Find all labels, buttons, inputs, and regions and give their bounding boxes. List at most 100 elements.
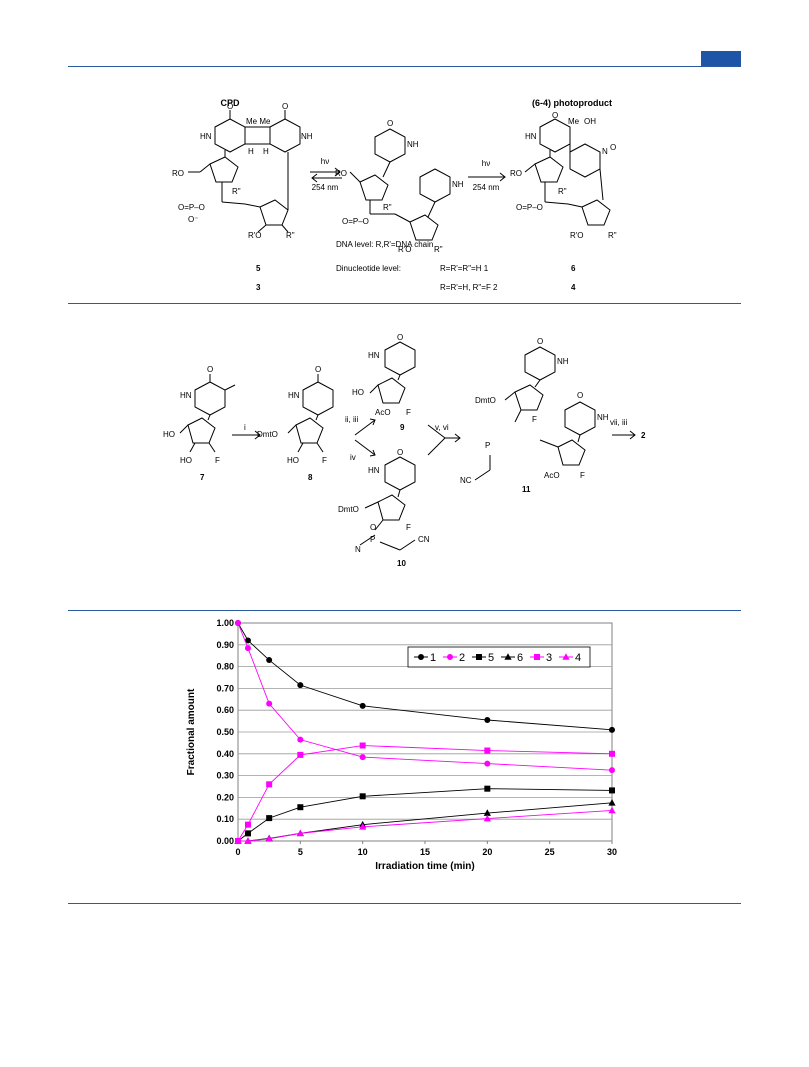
atom-hn: HN — [180, 391, 192, 400]
data-point — [484, 717, 491, 724]
y-axis-label: Fractional amount — [186, 688, 197, 775]
y-tick-label: 0.30 — [216, 771, 234, 781]
data-point — [234, 837, 242, 844]
atom-nh: NH — [597, 413, 609, 422]
atom-hn: HN — [200, 132, 212, 141]
y-tick-label: 0.10 — [216, 814, 234, 824]
header-rule — [68, 66, 741, 67]
x-tick-label: 10 — [358, 847, 368, 857]
data-point — [235, 620, 241, 626]
atom-o: O — [397, 448, 403, 457]
dinucleotide-row2: R=R'=H, R"=F 2 — [440, 283, 498, 292]
data-point — [484, 785, 491, 792]
atom-p: O=P–O — [178, 203, 205, 212]
reagent-ii-iii: ii, iii — [345, 415, 359, 424]
atom-rpo: R'O — [570, 231, 584, 240]
data-point — [609, 787, 615, 794]
atom-nc: NC — [460, 476, 472, 485]
series-line — [237, 622, 613, 731]
atom-p: P — [485, 441, 490, 450]
legend-marker — [447, 654, 453, 660]
atom-ro: RO — [172, 169, 184, 178]
atom-o: O — [397, 333, 403, 342]
reagent-vii-iii: vii, iii — [610, 418, 628, 427]
atom-o: O — [370, 523, 376, 532]
data-point — [608, 806, 616, 814]
data-point — [266, 781, 273, 788]
atom-nh: NH — [301, 132, 313, 141]
y-tick-label: 0.20 — [216, 792, 234, 802]
series-2 — [235, 620, 615, 774]
atom-o: O — [227, 102, 233, 111]
dna-level-text: DNA level: R,R'=DNA chain — [336, 240, 433, 249]
reagent-v-vi: v, vi — [435, 423, 449, 432]
atom-h: H — [248, 147, 254, 156]
atom-f: F — [406, 523, 411, 532]
atom-f: F — [580, 471, 585, 480]
data-point — [244, 821, 251, 828]
atom-dmto: DmtO — [257, 430, 278, 439]
data-point — [244, 830, 251, 837]
data-point — [483, 809, 491, 816]
atom-ho: HO — [287, 456, 299, 465]
atom-rpp: R" — [608, 231, 617, 240]
atom-ro: RO — [335, 169, 347, 178]
data-point — [296, 829, 304, 837]
data-point — [297, 804, 304, 811]
atom-o: O — [315, 365, 321, 374]
compound-number: 5 — [256, 264, 261, 273]
series-line — [238, 802, 613, 842]
legend-box — [407, 646, 591, 668]
atom-rpp: R" — [286, 231, 295, 240]
y-tick-label: 0.90 — [216, 640, 234, 650]
legend-item-2: 2 — [443, 652, 465, 664]
data-point — [266, 700, 273, 707]
compound-9-label: 9 — [400, 423, 405, 432]
data-point — [244, 837, 252, 844]
atom-f: F — [322, 456, 327, 465]
y-tick-label: 0.50 — [216, 727, 234, 737]
legend-label: 6 — [517, 652, 523, 664]
data-point — [608, 799, 616, 806]
y-tick-label: 0.00 — [216, 836, 234, 846]
data-point — [266, 815, 273, 822]
x-axis-label: Irradiation time (min) — [375, 861, 474, 872]
atom-ho: HO — [180, 456, 192, 465]
atom-hn: HN — [288, 391, 300, 400]
scheme-synthesis: O HN HO HO F 7 i O HN DmtO HO F 8 ii, ii… — [163, 333, 646, 568]
atom-o: O — [387, 119, 393, 128]
data-point — [244, 637, 251, 644]
dinucleotide-row1: R=R'=R"=H 1 — [440, 264, 489, 273]
compound-2-label: 2 — [641, 431, 646, 440]
rule-3 — [68, 903, 741, 904]
legend-item-5: 5 — [472, 652, 494, 664]
atom-aco: AcO — [375, 408, 391, 417]
atom-hn: HN — [525, 132, 537, 141]
data-point — [609, 767, 615, 774]
x-tick-label: 30 — [607, 847, 617, 857]
atom-ho: HO — [163, 430, 175, 439]
data-point — [244, 645, 251, 652]
atom-nh: NH — [557, 357, 569, 366]
fractional-amount-chart: 0.00 0.10 0.20 0.30 0.40 0.50 0.60 0.70 0.80 0.90… — [186, 618, 617, 872]
series-line — [238, 810, 613, 842]
data-point — [359, 742, 366, 749]
legend-label: 2 — [459, 652, 465, 664]
atom-oh: OH — [584, 117, 596, 126]
data-point — [297, 736, 304, 743]
data-point — [359, 793, 366, 800]
data-point — [266, 657, 273, 664]
legend: 1 2 5 6 3 4 — [407, 646, 591, 668]
atom-rpp: R" — [434, 245, 443, 254]
data-point — [484, 747, 491, 754]
data-point — [297, 751, 304, 758]
legend-label: 3 — [546, 652, 552, 664]
atom-me: Me — [568, 117, 580, 126]
compound-number: 3 — [256, 283, 261, 292]
atom-p: P — [370, 535, 375, 544]
x-tick-label: 15 — [420, 847, 430, 857]
compound-number: 4 — [571, 283, 576, 292]
atom-n: N — [602, 147, 608, 156]
atom-me-me: Me Me — [246, 117, 271, 126]
atom-p: O=P–O — [516, 203, 543, 212]
